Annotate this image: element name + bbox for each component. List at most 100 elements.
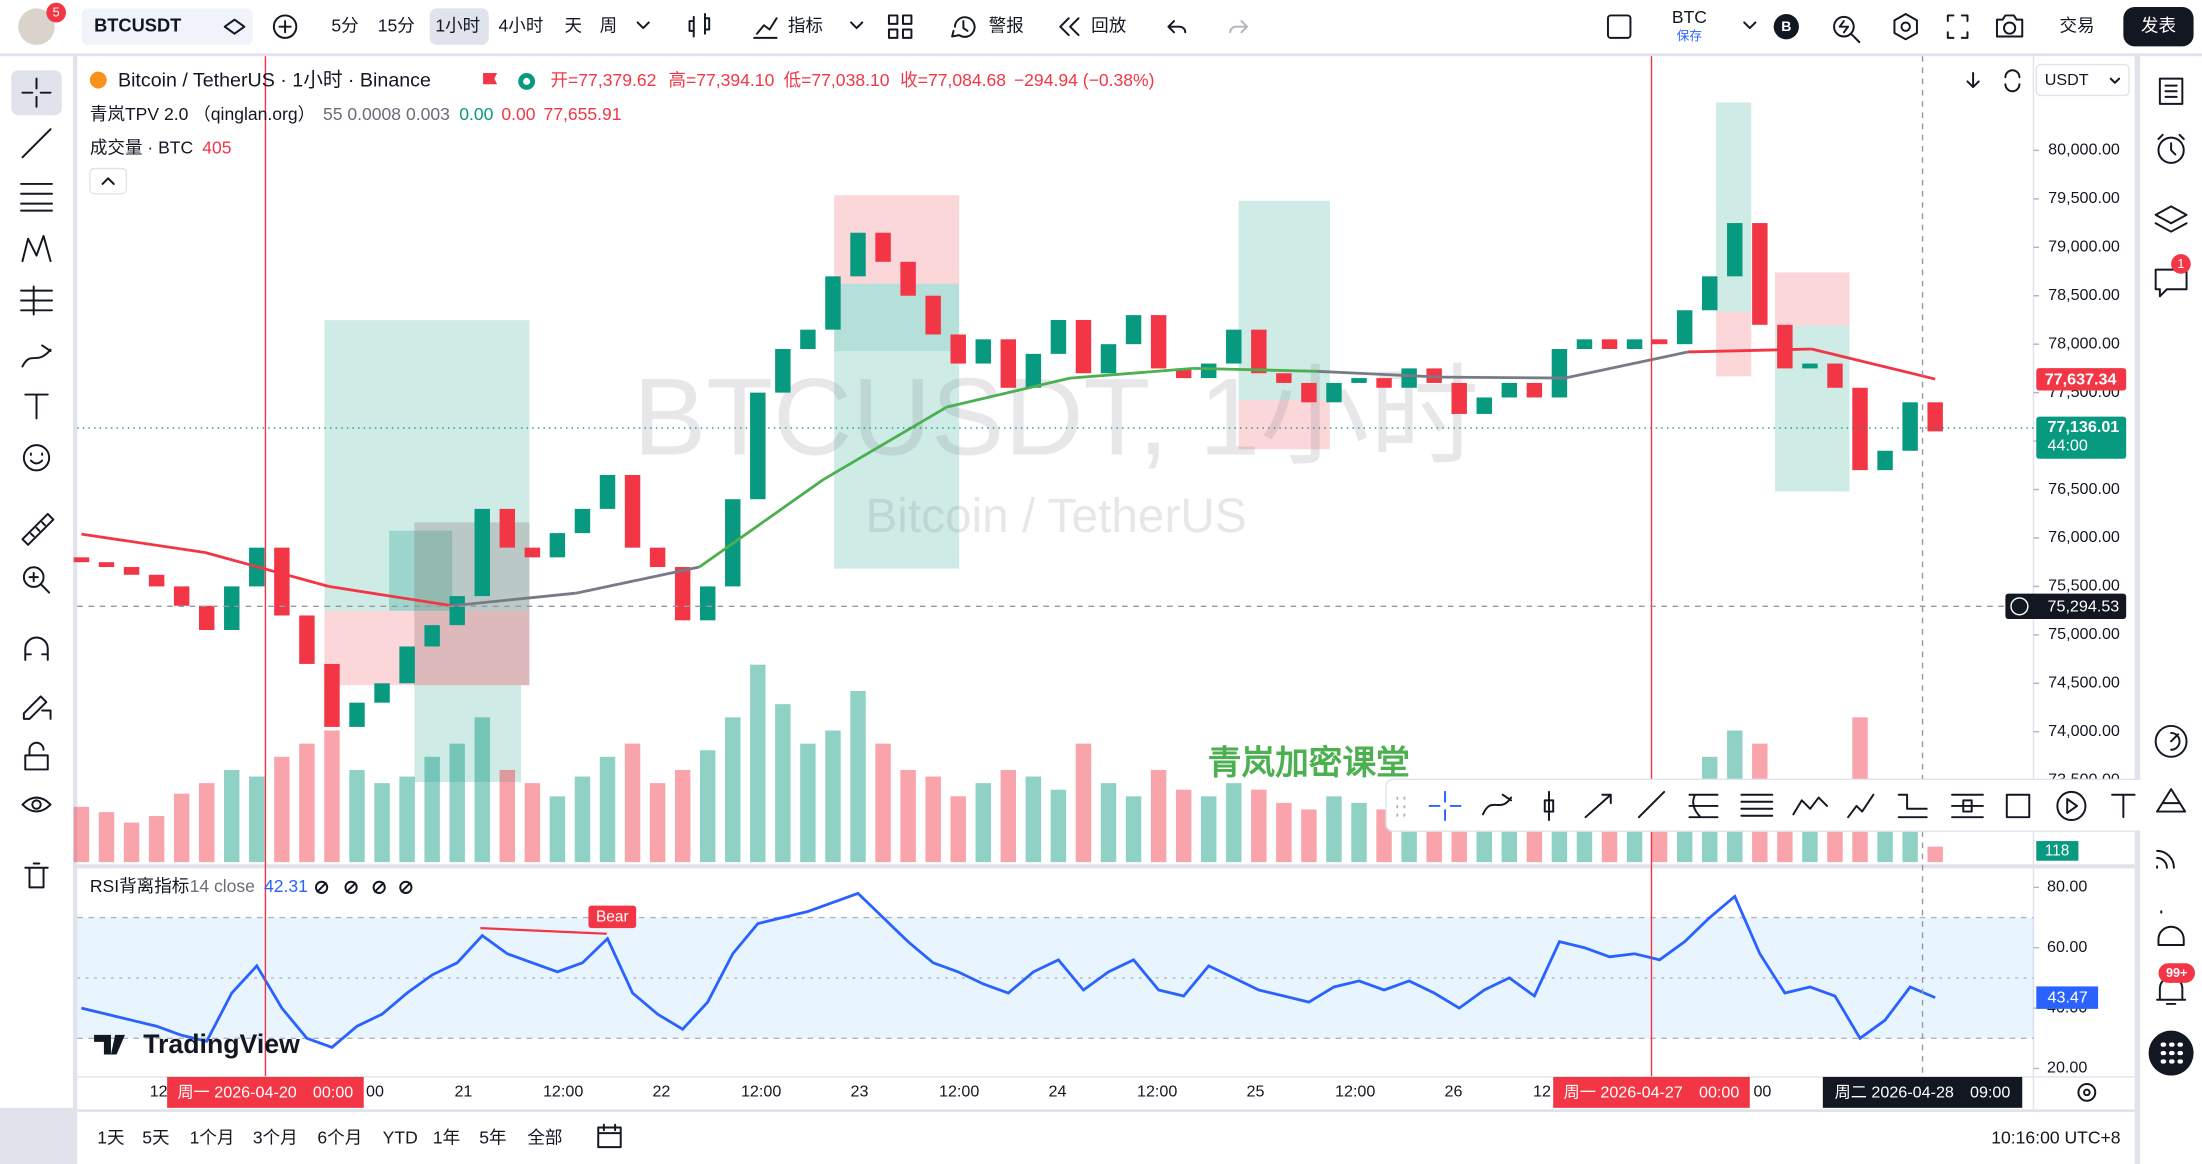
chats[interactable]	[2154, 268, 2188, 298]
compare-button[interactable]	[272, 14, 298, 39]
fib-tool[interactable]	[20, 182, 53, 212]
layout-name[interactable]: BTC	[1672, 7, 1707, 27]
emoji-tool[interactable]	[22, 444, 51, 472]
interval-button[interactable]: 5分	[331, 15, 358, 35]
legend-collapse[interactable]	[89, 167, 128, 195]
interval-button[interactable]: 4小时	[499, 15, 544, 35]
interval-button[interactable]: 天	[565, 15, 583, 35]
float-crosshair[interactable]	[1428, 790, 1462, 821]
zoom-tool[interactable]	[22, 566, 51, 594]
drag-handle[interactable]	[1396, 796, 1406, 817]
range-button[interactable]: 5天	[142, 1127, 169, 1147]
lock-tool[interactable]	[24, 741, 49, 771]
indicators-dropdown[interactable]	[850, 21, 864, 30]
float-candle[interactable]	[1543, 790, 1555, 821]
redo-button[interactable]	[1229, 20, 1249, 34]
layout-toggle[interactable]	[1606, 14, 1632, 39]
float-pattern[interactable]	[1792, 796, 1829, 816]
float-line[interactable]	[1637, 790, 1666, 819]
prediction-tool[interactable]	[20, 285, 53, 316]
keep-drawing-tool[interactable]	[22, 695, 52, 720]
loss-zone[interactable]	[324, 610, 530, 686]
annotation[interactable]: 青岚加密课堂	[1208, 743, 1410, 782]
float-long[interactable]	[1897, 793, 1928, 819]
float-fib[interactable]	[1688, 793, 1719, 819]
float-projection[interactable]	[1847, 793, 1875, 819]
avatar[interactable]	[18, 8, 55, 45]
fullscreen-button[interactable]	[1946, 14, 1969, 39]
layout-button[interactable]	[887, 14, 913, 39]
scroll-button[interactable]	[1966, 72, 1980, 89]
range-button[interactable]: 1天	[97, 1127, 124, 1147]
float-arrow[interactable]	[1584, 793, 1612, 819]
calendar[interactable]	[2157, 910, 2185, 946]
alerts-panel[interactable]	[2157, 133, 2185, 164]
delete-tool[interactable]	[24, 862, 49, 889]
float-rectangle[interactable]	[2005, 793, 2031, 819]
publish-button-bg[interactable]	[2123, 7, 2194, 47]
text-tool[interactable]	[24, 393, 49, 420]
range-button[interactable]: 1个月	[190, 1127, 235, 1147]
alert-button[interactable]: 警报	[989, 15, 1024, 35]
trade-button[interactable]: 交易	[2059, 15, 2094, 35]
symbol-search[interactable]	[81, 8, 253, 45]
screener[interactable]	[2154, 724, 2188, 758]
snapshot-button[interactable]	[1995, 14, 2024, 38]
streams[interactable]	[2156, 849, 2175, 869]
legend-symbol[interactable]: Bitcoin / TetherUS · 1小时 · Binance	[118, 70, 431, 92]
visibility-tool[interactable]	[21, 796, 52, 813]
range-button[interactable]: 3个月	[253, 1127, 298, 1147]
account-badge[interactable]	[1773, 14, 1799, 40]
profit-zone[interactable]	[414, 685, 522, 783]
float-replay[interactable]	[2056, 790, 2087, 821]
watchlist[interactable]	[2158, 77, 2184, 105]
settings-button[interactable]	[1893, 13, 1918, 41]
goto-date[interactable]	[597, 1123, 622, 1149]
indicators-icon[interactable]	[753, 17, 778, 39]
alert-icon[interactable]	[951, 16, 976, 38]
flag[interactable]	[483, 73, 498, 85]
ideas[interactable]	[2156, 788, 2187, 813]
rsi-title[interactable]: RSI背离指标	[90, 876, 189, 896]
profit-zone[interactable]	[1716, 102, 1752, 312]
replay-icon[interactable]	[1059, 17, 1080, 37]
interval-button[interactable]: 1小时	[435, 15, 480, 35]
range-button[interactable]: 5年	[479, 1127, 506, 1147]
loss-zone[interactable]	[1716, 311, 1752, 377]
right-tools[interactable]	[2154, 77, 2188, 1005]
pattern-tool[interactable]	[21, 234, 52, 263]
trendline-tool[interactable]	[21, 128, 52, 159]
axis-settings[interactable]	[2077, 1082, 2097, 1102]
interval-button[interactable]: 15分	[378, 15, 415, 35]
layout-dropdown[interactable]	[1743, 21, 1757, 30]
object-tree[interactable]	[2154, 205, 2188, 233]
tradingview-logo[interactable]: TradingView	[143, 1029, 300, 1059]
float-channel[interactable]	[1740, 793, 1774, 817]
brush-tool[interactable]	[21, 344, 52, 368]
interval-button[interactable]: 周	[600, 15, 618, 35]
float-text[interactable]	[2111, 793, 2136, 819]
float-short[interactable]	[1951, 793, 1984, 819]
interval-dropdown[interactable]	[636, 21, 650, 30]
indicator-name[interactable]: 青岚TPV 2.0 （qinglan.org）	[90, 104, 315, 124]
reset-button[interactable]	[2004, 69, 2021, 93]
publish-button[interactable]: 发表	[2141, 15, 2176, 35]
range-button[interactable]: 全部	[527, 1127, 562, 1147]
range-button[interactable]: 6个月	[317, 1127, 362, 1147]
loss-zone[interactable]	[1238, 400, 1330, 450]
floating-tools[interactable]	[1396, 790, 2136, 821]
quick-search[interactable]	[1833, 15, 1861, 44]
range-button[interactable]: YTD	[383, 1127, 418, 1147]
chart-type-button[interactable]	[688, 13, 711, 38]
loss-zone[interactable]	[1775, 272, 1850, 326]
indicators-button[interactable]: 指标	[788, 15, 823, 35]
replay-button[interactable]: 回放	[1091, 15, 1127, 35]
crosshair-tool[interactable]	[21, 77, 52, 108]
volume-name[interactable]: 成交量 · BTC	[90, 137, 193, 157]
undo-button[interactable]	[1167, 20, 1187, 34]
currency-select[interactable]	[2035, 63, 2130, 97]
profit-zone[interactable]	[324, 320, 530, 611]
float-brush[interactable]	[1481, 793, 1513, 816]
drawing-tools[interactable]	[20, 77, 55, 889]
magnet-tool[interactable]	[24, 636, 49, 661]
